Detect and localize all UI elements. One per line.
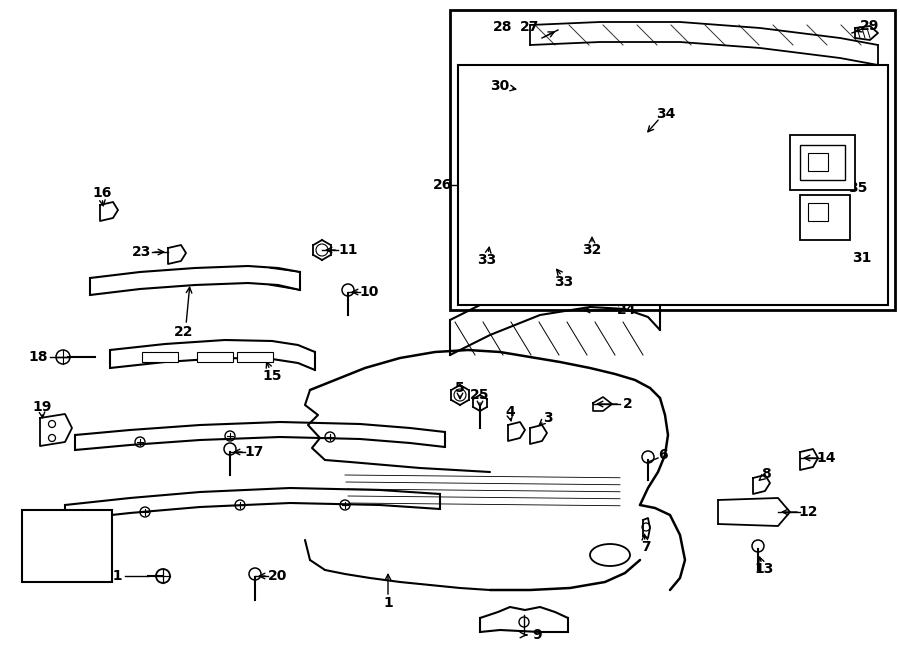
Text: 30: 30: [491, 79, 509, 93]
Bar: [22, 510, 112, 582]
Bar: [458, 65, 888, 305]
Text: 23: 23: [132, 245, 152, 259]
Text: 9: 9: [532, 628, 542, 642]
Text: 10: 10: [359, 285, 379, 299]
Text: 6: 6: [658, 448, 668, 462]
Bar: [790, 135, 855, 190]
Bar: [808, 153, 828, 171]
Text: 31: 31: [852, 251, 872, 265]
Text: 22: 22: [175, 325, 194, 339]
Text: 36: 36: [48, 556, 67, 570]
Text: 26: 26: [433, 178, 453, 192]
Bar: [800, 195, 850, 240]
Bar: [237, 352, 273, 362]
Text: 14: 14: [816, 451, 836, 465]
Text: 15: 15: [262, 369, 282, 383]
Text: 11: 11: [338, 243, 358, 257]
Bar: [142, 352, 178, 362]
Text: 20: 20: [268, 569, 288, 583]
Ellipse shape: [590, 544, 630, 566]
Text: 18: 18: [28, 350, 48, 364]
Bar: [197, 352, 233, 362]
Bar: [808, 203, 828, 221]
Text: 28: 28: [493, 20, 513, 34]
Text: 32: 32: [582, 243, 602, 257]
Text: 33: 33: [554, 275, 573, 289]
Text: 7: 7: [641, 540, 651, 554]
Bar: [450, 10, 895, 310]
Text: 4: 4: [505, 405, 515, 419]
Text: 33: 33: [477, 253, 497, 267]
Text: 34: 34: [656, 107, 676, 121]
Text: 24: 24: [617, 303, 637, 317]
Text: 19: 19: [32, 400, 51, 414]
Text: 8: 8: [761, 467, 771, 481]
Text: 2: 2: [623, 397, 633, 411]
Text: 5: 5: [455, 381, 465, 395]
Text: 29: 29: [860, 19, 879, 33]
Text: 16: 16: [93, 186, 112, 200]
Text: 21: 21: [104, 569, 124, 583]
Text: 12: 12: [798, 505, 818, 519]
Text: 3: 3: [544, 411, 553, 425]
Text: 13: 13: [754, 562, 774, 576]
Text: 35: 35: [849, 181, 868, 195]
Bar: [800, 145, 845, 180]
Text: 1: 1: [383, 596, 393, 610]
Text: 17: 17: [244, 445, 264, 459]
Text: 27: 27: [520, 20, 540, 34]
Text: 25: 25: [470, 388, 490, 402]
